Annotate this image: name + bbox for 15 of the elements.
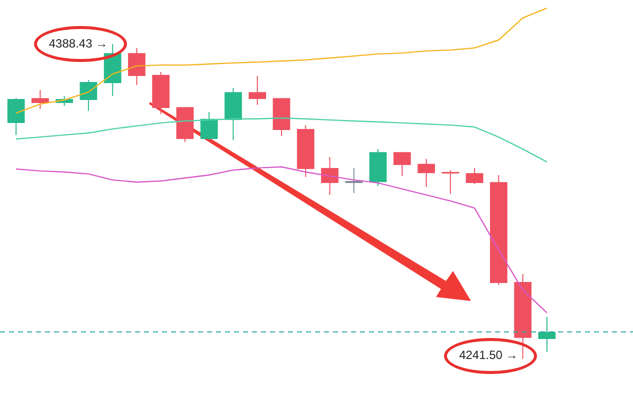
candlestick (32, 89, 49, 110)
candlestick (80, 80, 98, 112)
candlestick (200, 112, 218, 141)
annotation: 4388.43 → (48, 36, 108, 50)
candlestick (7, 98, 25, 136)
candlestick (418, 158, 435, 188)
candlestick (466, 167, 484, 185)
candlestick (321, 156, 338, 196)
annotation: 4241.50 → (459, 348, 518, 362)
candlestick (393, 152, 411, 177)
candlestick (345, 167, 363, 194)
candlestick (538, 316, 556, 352)
candlestick (128, 47, 146, 86)
candlestick (248, 76, 266, 106)
candlestick (442, 170, 460, 194)
